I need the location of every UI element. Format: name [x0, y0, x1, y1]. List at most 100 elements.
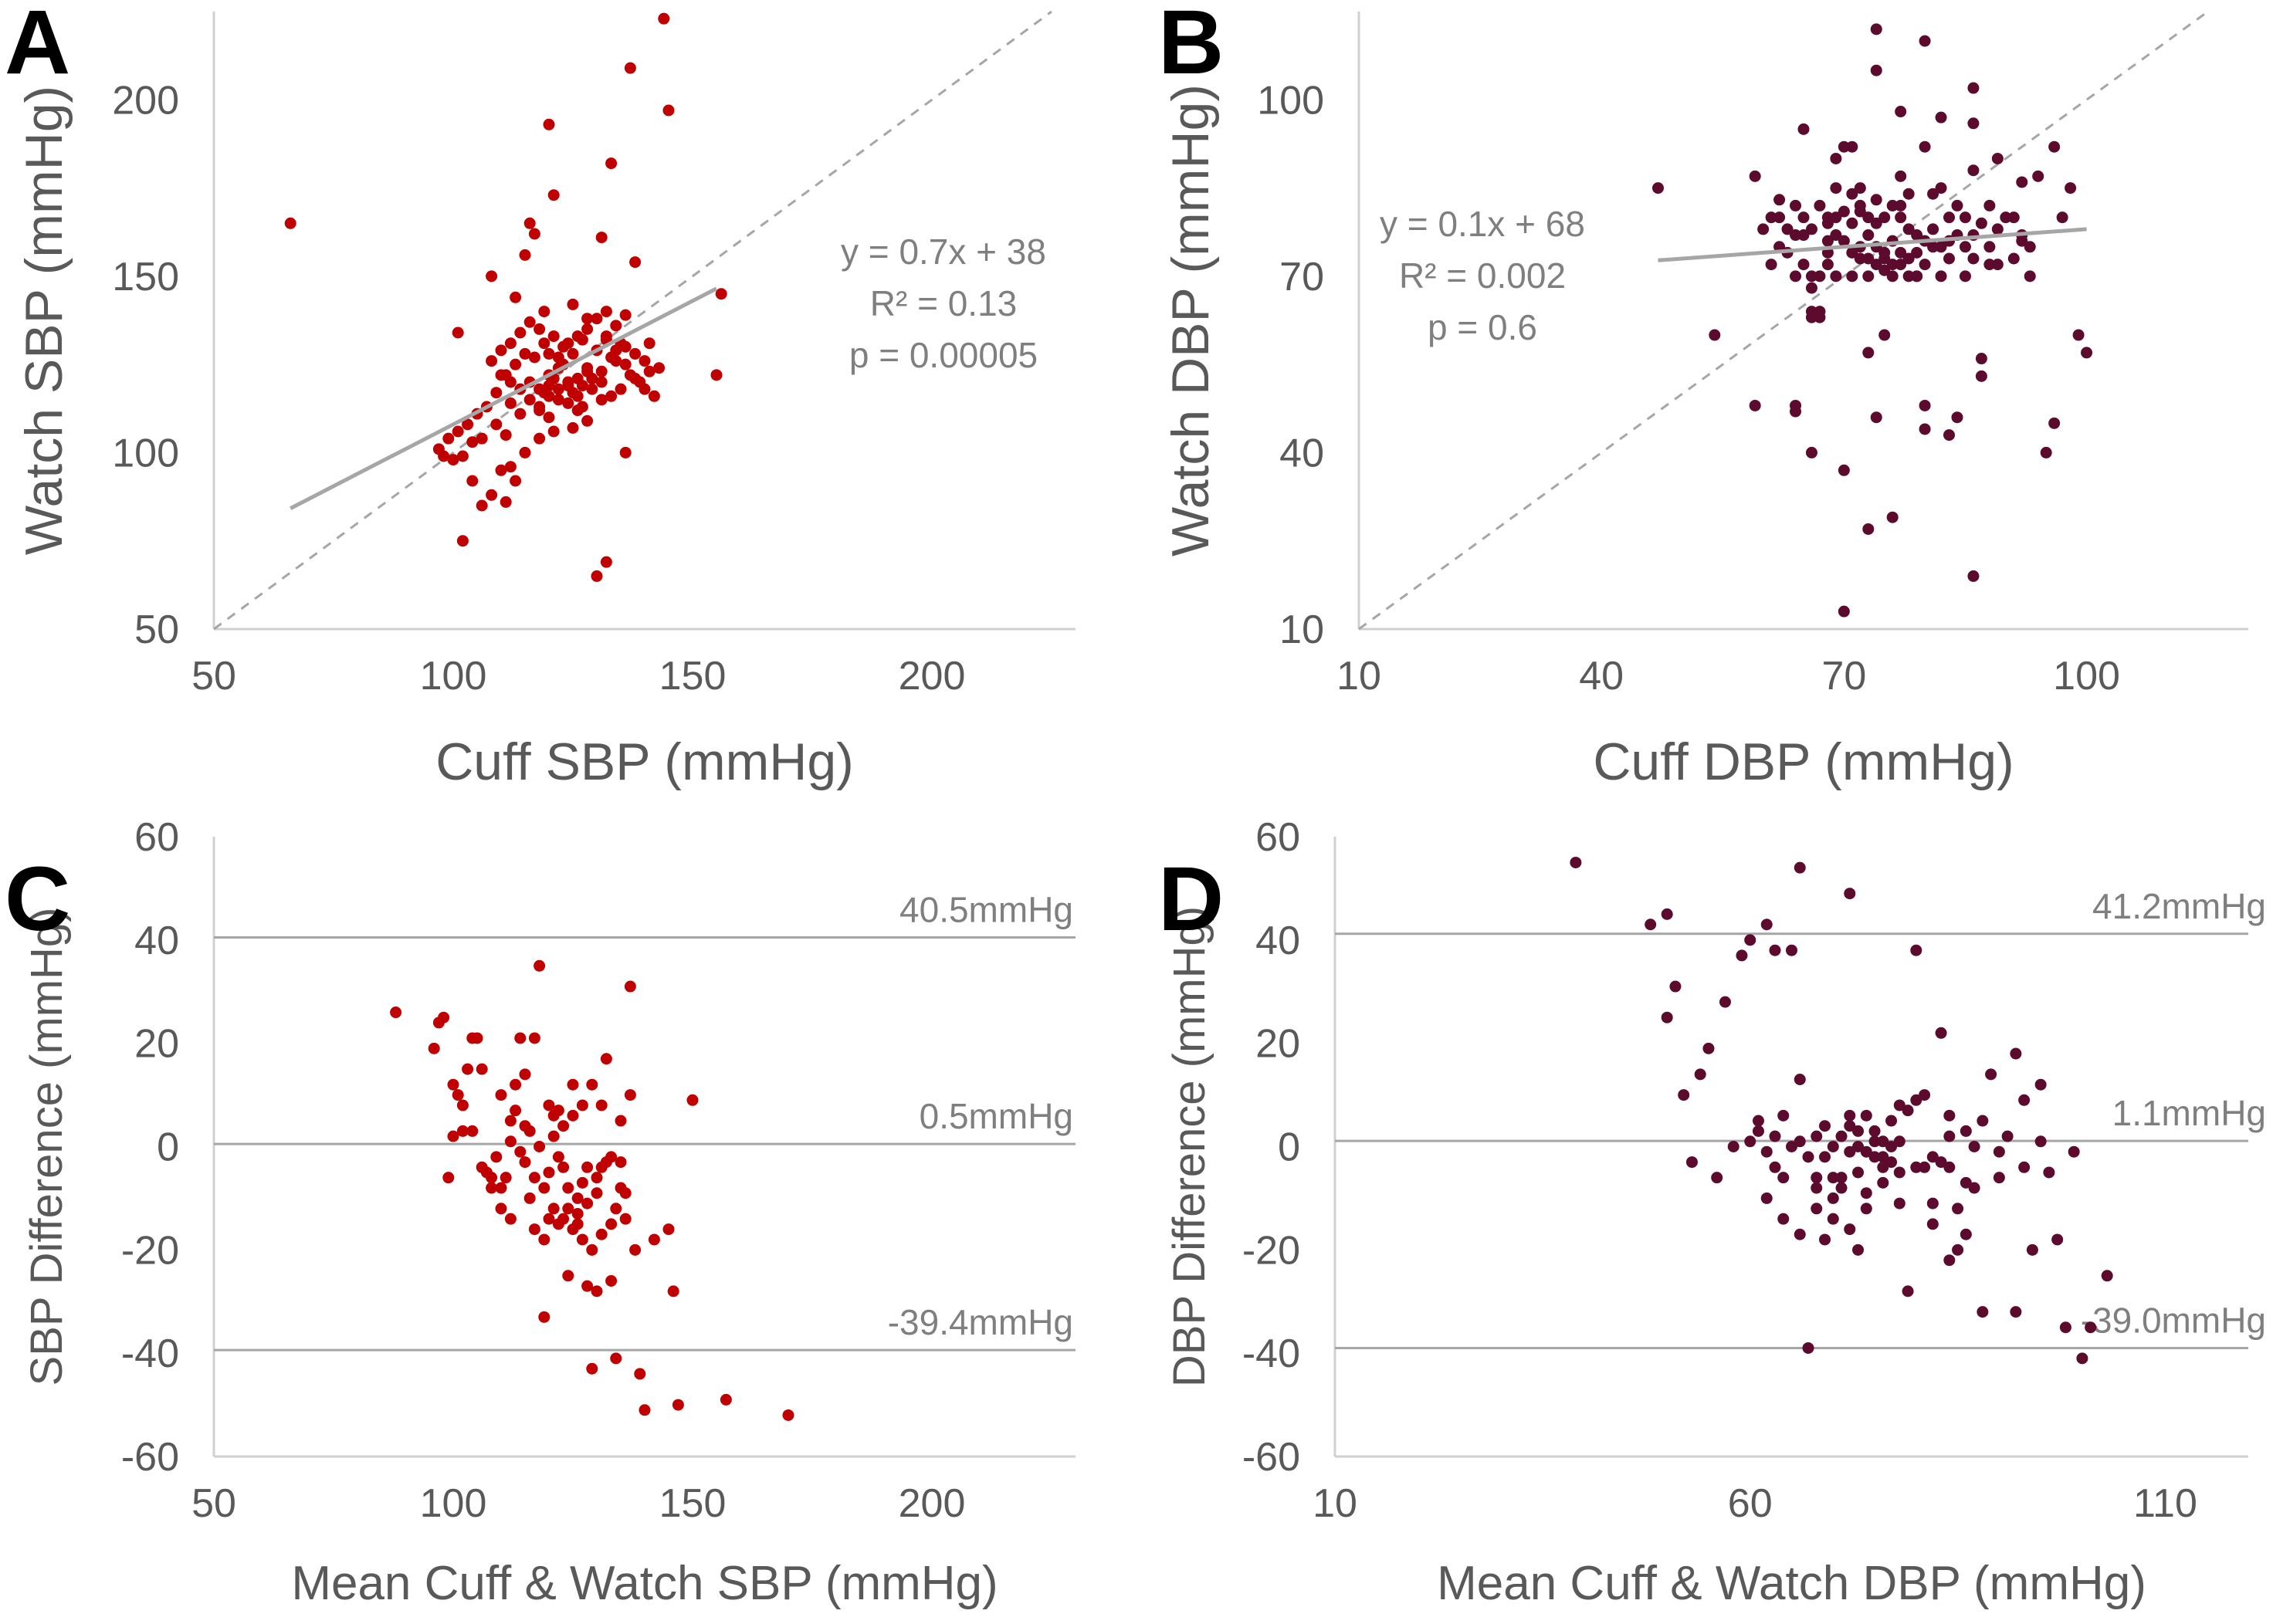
data-point	[1868, 1151, 1881, 1163]
data-point	[1952, 1203, 1964, 1215]
data-point	[615, 1115, 627, 1127]
data-point	[1821, 235, 1834, 247]
y-axis-title: Watch SBP (mmHg)	[15, 86, 73, 555]
data-point	[1943, 1130, 1956, 1142]
regression-stat: p = 0.00005	[849, 335, 1038, 375]
regression-stat: y = 0.7x + 38	[841, 232, 1046, 272]
data-point	[1943, 252, 1956, 265]
data-point	[2034, 1078, 2047, 1091]
x-tick-label: 50	[191, 654, 236, 699]
data-point	[1927, 241, 1939, 253]
data-point	[1878, 329, 1891, 341]
data-point	[1844, 1145, 1856, 1158]
data-point	[2024, 270, 2036, 283]
data-point	[1919, 140, 1931, 153]
data-point	[452, 1089, 464, 1101]
data-point	[610, 1203, 622, 1215]
data-point	[629, 372, 642, 384]
data-point	[1885, 1141, 1898, 1152]
data-point	[586, 1362, 598, 1375]
data-point	[615, 1182, 627, 1194]
data-point	[619, 358, 632, 370]
data-point	[2085, 1321, 2097, 1334]
data-point	[2024, 241, 2036, 253]
data-point	[1975, 370, 1987, 382]
data-point	[605, 1218, 618, 1230]
data-point	[1919, 1161, 1931, 1173]
data-point	[1893, 1135, 1905, 1148]
data-point	[1814, 199, 1826, 211]
x-tick-label: 10	[1313, 1481, 1357, 1526]
data-point	[552, 1105, 564, 1117]
data-point	[486, 270, 498, 283]
data-point	[1860, 1187, 1872, 1199]
data-point	[471, 1032, 483, 1044]
reference-line-label: -39.4mmHg	[888, 1302, 1073, 1342]
data-point	[595, 394, 608, 406]
data-point	[547, 189, 560, 201]
data-point	[1877, 1135, 1889, 1148]
data-point	[581, 323, 594, 335]
data-point	[514, 1032, 527, 1044]
data-point	[1895, 246, 1907, 259]
data-point	[1870, 411, 1882, 424]
y-tick-label: -60	[1242, 1435, 1300, 1480]
data-point	[1830, 211, 1842, 224]
data-point	[1852, 1243, 1865, 1256]
data-point	[648, 390, 660, 402]
data-point	[1975, 217, 1987, 229]
data-point	[476, 1161, 488, 1173]
y-tick-label: 0	[157, 1125, 179, 1170]
data-point	[1846, 188, 1858, 200]
data-point	[1790, 405, 1802, 418]
data-point	[438, 1011, 450, 1023]
data-point	[615, 1156, 627, 1169]
data-point	[1805, 282, 1817, 294]
data-point	[1927, 223, 1939, 235]
data-point	[1852, 1125, 1865, 1137]
data-point	[538, 337, 550, 350]
data-point	[1678, 1089, 1690, 1101]
data-point	[1943, 429, 1956, 442]
data-point	[576, 380, 588, 392]
data-point	[1902, 270, 1915, 283]
data-point	[610, 320, 622, 332]
y-tick-label: -20	[1242, 1228, 1300, 1273]
data-point	[1769, 1161, 1781, 1173]
data-point	[1769, 1130, 1781, 1142]
data-point	[1935, 1156, 1947, 1169]
reference-line-label: 40.5mmHg	[899, 889, 1073, 929]
data-point	[1760, 1145, 1773, 1158]
data-point	[543, 347, 555, 360]
data-point	[1749, 399, 1761, 411]
data-point	[543, 118, 555, 130]
data-point	[629, 256, 642, 269]
data-point	[486, 1172, 498, 1184]
data-point	[605, 351, 618, 364]
data-point	[562, 1270, 574, 1282]
data-point	[720, 1393, 732, 1406]
data-point	[1983, 241, 1996, 253]
data-point	[1794, 1228, 1806, 1240]
data-point	[557, 1161, 570, 1173]
x-tick-label: 60	[1728, 1481, 1773, 1526]
data-point	[2059, 1321, 2071, 1334]
data-point	[2051, 1233, 2064, 1246]
data-point	[639, 1404, 651, 1416]
data-point	[1959, 211, 1971, 224]
data-point	[1902, 1105, 1914, 1117]
data-point	[1951, 199, 1963, 211]
data-point	[534, 401, 546, 413]
data-point	[438, 450, 450, 462]
data-point	[1830, 229, 1842, 242]
data-point	[1960, 1228, 1972, 1240]
data-point	[1790, 229, 1802, 242]
data-point	[510, 475, 522, 487]
data-point	[1935, 182, 1947, 195]
data-point	[1886, 511, 1899, 523]
data-point	[2000, 211, 2012, 224]
data-point	[1927, 188, 1939, 200]
data-point	[1811, 1182, 1823, 1194]
data-point	[581, 1197, 594, 1210]
identity-line	[213, 10, 1052, 631]
